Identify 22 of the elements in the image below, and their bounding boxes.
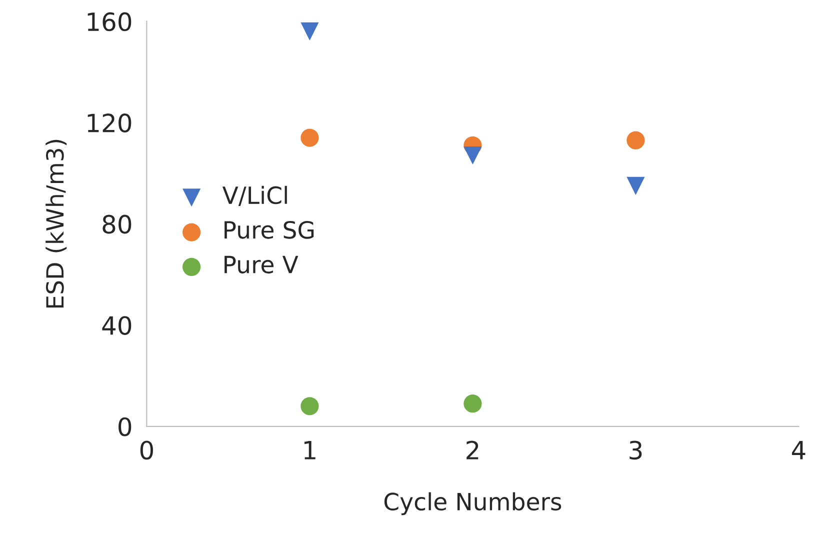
- point: [626, 131, 645, 150]
- legend-label: Pure SG: [224, 220, 314, 239]
- y-tick-label: 0: [118, 417, 132, 436]
- x-tick-label: 1: [304, 441, 316, 460]
- point: [464, 146, 482, 165]
- legend-label: Pure V: [224, 256, 298, 274]
- x-axis-title: Cycle Numbers: [384, 492, 562, 516]
- x-tick-label: 4: [792, 441, 806, 460]
- y-tick-label: 80: [102, 214, 132, 234]
- x-tick-label: 0: [140, 440, 153, 460]
- y-axis-title: ESD (kWh/m3): [46, 140, 67, 308]
- x-tick-label: 2: [466, 440, 478, 460]
- y-tick-label: 120: [88, 114, 132, 132]
- legend-label: V/LiCl: [222, 186, 287, 206]
- point: [300, 128, 319, 147]
- y-tick-label: 160: [88, 12, 132, 32]
- y-tick-label: 40: [102, 316, 132, 335]
- x-tick-label: 3: [630, 440, 642, 460]
- point: [464, 394, 482, 413]
- point: [300, 397, 319, 416]
- point: [626, 176, 645, 195]
- point: [300, 22, 319, 40]
